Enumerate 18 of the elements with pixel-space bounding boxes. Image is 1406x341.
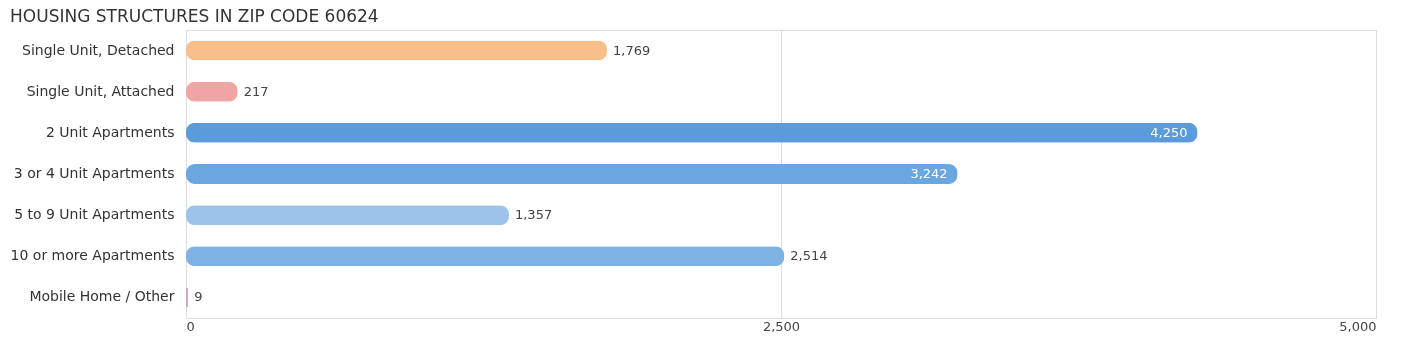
data-label: 2,514 xyxy=(790,248,828,264)
data-label: 4,250 xyxy=(1150,124,1188,140)
y-tick-label: Single Unit, Detached xyxy=(22,41,175,58)
x-tick-label: 5,000 xyxy=(1339,318,1377,334)
y-tick-label: Mobile Home / Other xyxy=(29,288,175,305)
data-label: 3,242 xyxy=(910,166,948,181)
x-tick-label: 2,500 xyxy=(762,318,801,334)
data-label: 9 xyxy=(194,289,203,305)
data-label: 1,357 xyxy=(514,207,553,223)
data-label: 217 xyxy=(243,83,269,99)
y-tick-label: Single Unit, Attached xyxy=(26,82,175,99)
chart-title: HOUSING STRUCTURES IN ZIP CODE 60624 xyxy=(10,6,379,26)
x-tick-label: 0 xyxy=(186,318,195,334)
data-label: 1,769 xyxy=(613,42,651,58)
y-tick-label: 10 or more Apartments xyxy=(10,247,175,264)
y-tick-label: 2 Unit Apartments xyxy=(45,123,175,140)
y-tick-label: 3 or 4 Unit Apartments xyxy=(13,165,175,181)
y-tick-label: 5 to 9 Unit Apartments xyxy=(14,206,175,223)
